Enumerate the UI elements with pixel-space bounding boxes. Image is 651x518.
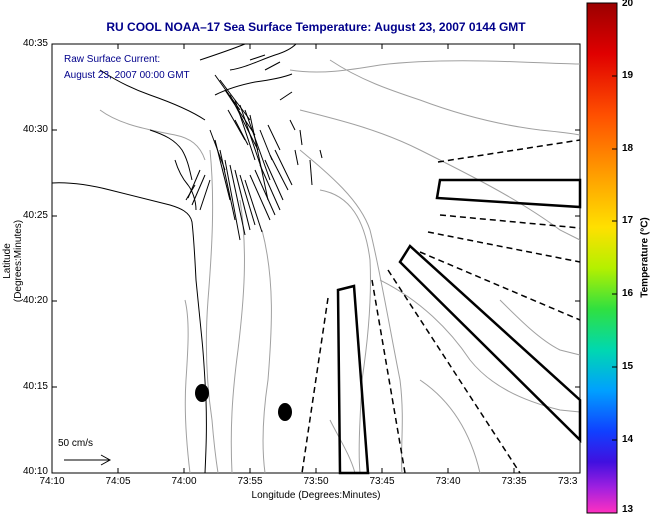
- y-tick-label: 40:15: [22, 381, 48, 392]
- colorbar-tick-label: 19: [622, 70, 634, 81]
- colorbar-tick-label: 13: [622, 504, 634, 515]
- colorbar-tick-label: 17: [622, 215, 634, 226]
- x-tick-label: 74:05: [105, 476, 131, 487]
- x-tick-label: 73:55: [237, 476, 263, 487]
- colorbar-tick-label: 15: [622, 361, 634, 372]
- x-axis-label: Longitude (Degrees:Minutes): [251, 490, 381, 501]
- x-axis-ticks: [51, 44, 581, 473]
- legend-date: August 23, 2007 00:00 GMT: [64, 70, 190, 81]
- radar-beam-lines: [301, 139, 581, 474]
- colorbar-tick-label: 18: [622, 143, 634, 154]
- x-tick-label: 73:40: [435, 476, 461, 487]
- x-tick-label: 73:45: [369, 476, 395, 487]
- y-tick-label: 40:20: [22, 295, 48, 306]
- x-tick-label: 73:3: [558, 476, 578, 487]
- scale-label: 50 cm/s: [58, 438, 94, 449]
- scale-arrow: [64, 454, 112, 466]
- bathymetry-contours: [99, 59, 581, 474]
- x-tick-label: 73:35: [501, 476, 527, 487]
- colorbar-label: Temperature (°C): [639, 217, 651, 298]
- station-marker: [278, 403, 292, 421]
- colorbar-tick-label: 16: [622, 288, 634, 299]
- legend-title: Raw Surface Current:: [64, 54, 161, 65]
- surface-current-vectors: [185, 54, 323, 241]
- colorbar-ticks: [612, 75, 617, 441]
- x-tick-label: 73:50: [303, 476, 329, 487]
- x-tick-label: 74:10: [39, 476, 65, 487]
- colorbar: [586, 2, 618, 514]
- y-axis-ticks: [52, 43, 580, 474]
- map-title: RU COOL NOAA–17 Sea Surface Temperature:…: [106, 20, 526, 34]
- map-frame: [51, 43, 581, 474]
- y-tick-label: 40:30: [22, 124, 48, 135]
- x-tick-label: 74:00: [171, 476, 197, 487]
- colorbar-tick-label: 20: [622, 0, 634, 9]
- y-tick-label: 40:10: [22, 466, 48, 477]
- y-axis-label: Latitude (Degrees:Minutes): [2, 219, 24, 303]
- y-tick-label: 40:35: [22, 38, 48, 49]
- y-tick-label: 40:25: [22, 210, 48, 221]
- study-region-polygons: [336, 178, 582, 475]
- station-marker: [195, 384, 209, 402]
- colorbar-tick-label: 14: [622, 434, 634, 445]
